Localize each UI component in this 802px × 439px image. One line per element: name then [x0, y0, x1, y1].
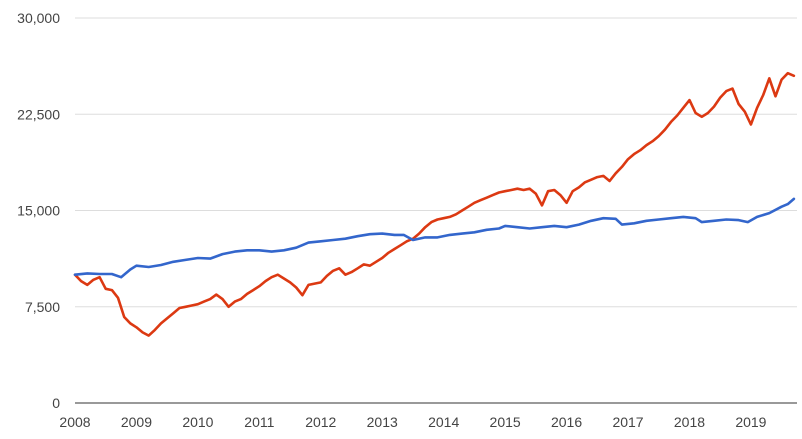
grid-layer: [75, 17, 797, 404]
y-axis-tick-labels: 0 7,500 15,000 22,500 30,000: [17, 10, 60, 411]
x-tick-label: 2011: [244, 414, 274, 430]
x-tick-label: 2009: [121, 414, 152, 430]
y-tick-label: 15,000: [17, 203, 60, 219]
x-tick-label: 2013: [367, 414, 398, 430]
x-tick-label: 2018: [674, 414, 705, 430]
x-tick-label: 2016: [551, 414, 582, 430]
x-tick-label: 2010: [182, 414, 213, 430]
y-tick-label: 22,500: [17, 106, 60, 122]
series-line-1: [73, 71, 796, 337]
x-axis-tick-labels: 2008 2009 2010 2011 2012 2013 2014 2015 2016 2017…: [59, 414, 766, 430]
y-tick-label: 30,000: [17, 10, 60, 26]
x-tick-label: 2014: [428, 414, 459, 430]
x-tick-label: 2008: [59, 414, 90, 430]
x-tick-label: 2015: [490, 414, 521, 430]
x-tick-label: 2019: [735, 414, 766, 430]
y-tick-label: 0: [52, 395, 60, 411]
y-tick-label: 7,500: [25, 299, 60, 315]
series-layer: [73, 71, 796, 337]
x-tick-label: 2017: [612, 414, 643, 430]
series-line-2: [73, 197, 796, 279]
x-tick-label: 2012: [305, 414, 336, 430]
